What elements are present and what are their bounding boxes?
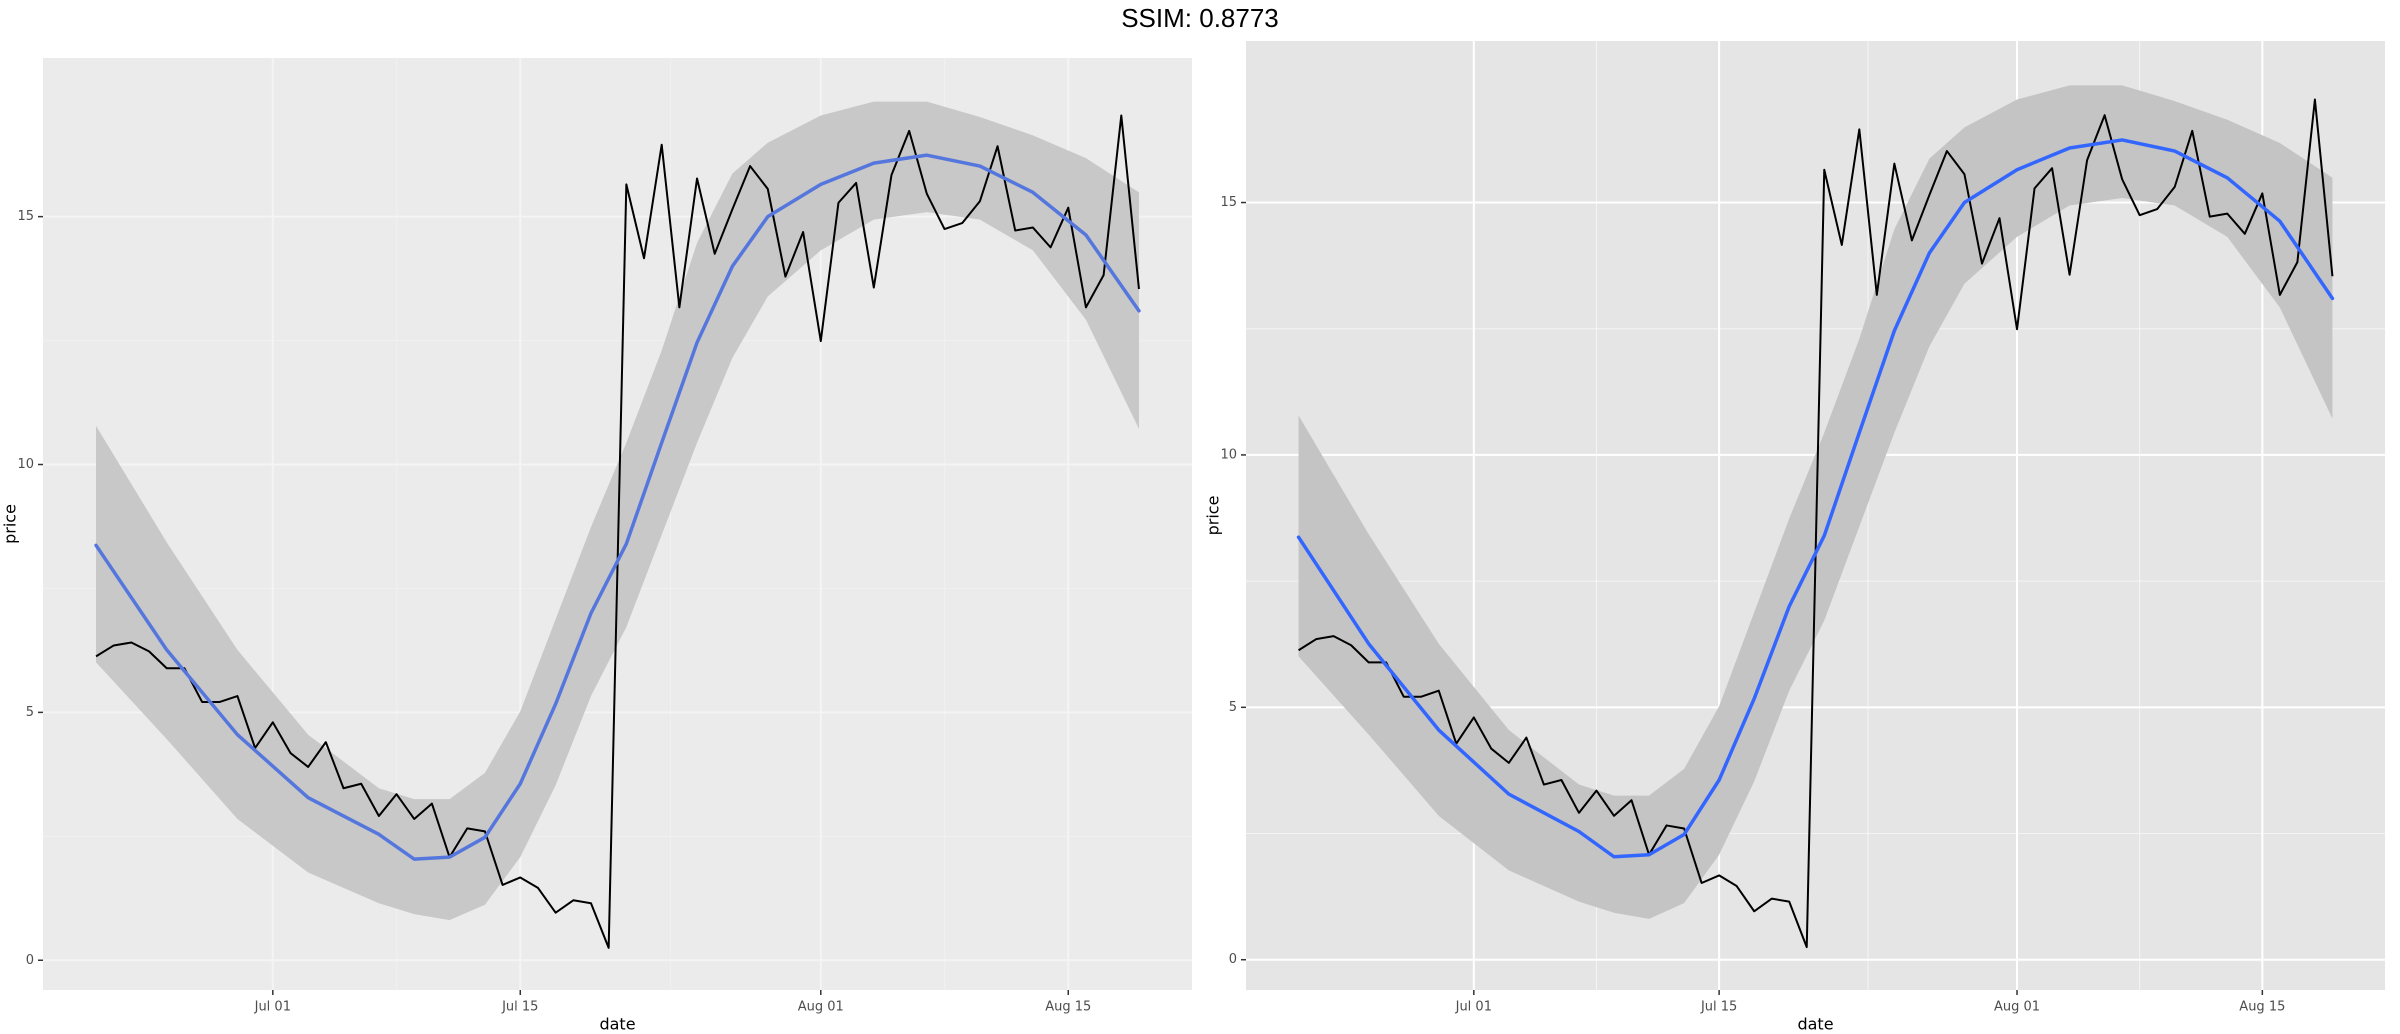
y-tick-label: 15 bbox=[1220, 195, 1237, 210]
y-axis-title: price bbox=[1204, 496, 1223, 536]
price-line bbox=[95, 114, 1140, 949]
x-tick-label: Jul 01 bbox=[254, 1000, 291, 1015]
x-tick-label: Jul 15 bbox=[1700, 1000, 1737, 1015]
figure-title: SSIM: 0.8773 bbox=[1121, 3, 1279, 33]
x-tick-label: Aug 01 bbox=[1994, 1000, 2040, 1015]
y-tick-label: 5 bbox=[1229, 700, 1237, 715]
confidence-band bbox=[96, 101, 1139, 921]
x-axis-title: date bbox=[1797, 1015, 1833, 1034]
smooth-line bbox=[94, 153, 1141, 861]
chart: 0 5 10 15 Jul 01 Jul 15 Aug 01 Aug 15 date price bbox=[1, 58, 1192, 1034]
y-tick-label: 15 bbox=[17, 209, 34, 224]
price-line bbox=[1298, 98, 2334, 949]
smooth-line bbox=[1296, 138, 2335, 859]
x-tick-label: Aug 01 bbox=[798, 1000, 844, 1015]
y-tick-label: 10 bbox=[17, 457, 34, 472]
y-tick-label: 0 bbox=[26, 953, 34, 968]
chart: 0 5 10 15 Jul 01 Jul 15 Aug 01 Aug 15 date price bbox=[1204, 41, 2385, 1034]
x-tick-label: Jul 15 bbox=[501, 1000, 538, 1015]
y-tick-label: 5 bbox=[26, 705, 34, 720]
y-axis-title: price bbox=[1, 504, 20, 544]
x-axis-title: date bbox=[599, 1015, 635, 1034]
x-tick-label: Aug 15 bbox=[1045, 1000, 1091, 1015]
y-tick-label: 0 bbox=[1229, 952, 1237, 967]
y-tick-label: 10 bbox=[1220, 447, 1237, 462]
x-tick-label: Jul 01 bbox=[1455, 1000, 1492, 1015]
confidence-band bbox=[1298, 85, 2333, 919]
x-tick-label: Aug 15 bbox=[2239, 1000, 2285, 1015]
